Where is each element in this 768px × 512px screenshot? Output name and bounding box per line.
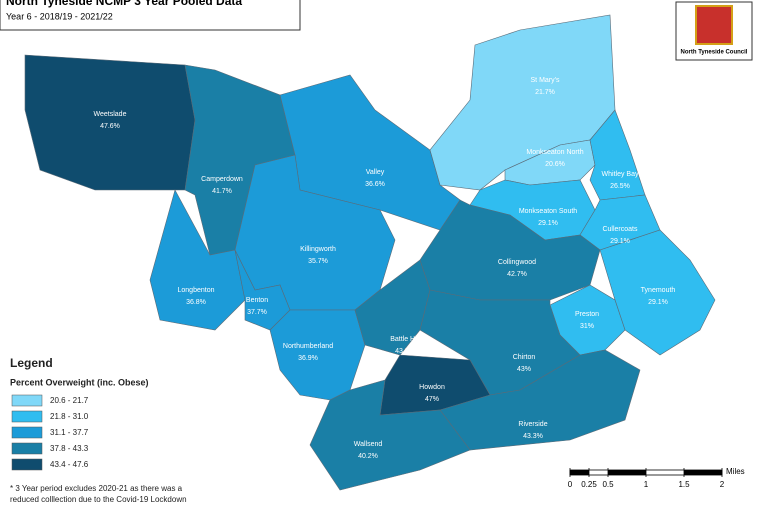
ward: [309, 379, 471, 491]
scale-bar-segment: [570, 470, 589, 475]
legend-label: 43.4 - 47.6: [50, 460, 89, 469]
ward-name: Northumberland: [283, 343, 333, 350]
ward-value: 37.7%: [247, 309, 267, 316]
ward-value: 31%: [580, 323, 594, 330]
legend-subtitle: Percent Overweight (inc. Obese): [10, 377, 149, 387]
ward-name: Cullercoats: [602, 226, 638, 233]
ward-name: Monkseaton South: [519, 208, 577, 215]
ward-name: Howdon: [419, 384, 445, 391]
scale-bar-segment: [608, 470, 646, 475]
ward-value: 42.7%: [507, 271, 527, 278]
scale-tick-label: 1.5: [678, 480, 690, 489]
legend-title: Legend: [10, 356, 53, 370]
title-box: [0, 0, 301, 31]
scale-unit: Miles: [726, 467, 745, 476]
subtitle: Year 6 - 2018/19 - 2021/22: [6, 11, 113, 21]
ward-labels: Weetslade 47.6% Camperdown 41.7% Valley 36.6%…: [94, 77, 676, 460]
ward-value: 43.3%: [523, 433, 543, 440]
footnote: * 3 Year period excludes 2020-21 as ther…: [10, 484, 183, 493]
ward-name: Monkseaton North: [526, 149, 583, 156]
scale-bar-segment: [684, 470, 722, 475]
logo-crest: [695, 5, 733, 45]
scale-tick-label: 2: [720, 480, 725, 489]
ward-name: Riverside: [518, 421, 547, 428]
ward-name: Killingworth: [300, 246, 336, 253]
scale-tick-label: 0.5: [602, 480, 614, 489]
ward-value: 29.1%: [538, 220, 558, 227]
ward-name: Weetslade: [94, 111, 127, 118]
ward-name: Longbenton: [178, 287, 215, 294]
scale-tick-label: 0.25: [581, 480, 597, 489]
ward-value: 41.7%: [212, 188, 232, 195]
ward-name: Battle Hill: [390, 336, 420, 343]
ward-name: Whitley Bay: [602, 171, 639, 178]
ward-value: 36.8%: [186, 299, 206, 306]
ward-value: 36.9%: [298, 355, 318, 362]
ward: [589, 109, 646, 201]
ward-name: Tynemouth: [641, 287, 676, 294]
ward-name: Valley: [366, 169, 385, 176]
ward-name: Chirton: [513, 354, 536, 361]
ward-value: 26.5%: [610, 183, 630, 190]
title: North Tyneside NCMP 3 Year Pooled Data: [6, 0, 242, 8]
ward-name: Camperdown: [201, 176, 243, 183]
ward-value: 43.3%: [395, 348, 415, 355]
logo-text: North Tyneside Council: [681, 50, 748, 56]
scale-tick-label: 0: [568, 480, 573, 489]
ward-value: 47%: [425, 396, 439, 403]
footnote: reduced colllection due to the Covid-19 …: [10, 495, 187, 504]
legend: 20.6 - 21.7 21.8 - 31.0 31.1 - 37.7 37.8 - …: [11, 394, 89, 471]
ward-name: Benton: [246, 297, 268, 304]
legend-label: 21.8 - 31.0: [50, 412, 89, 421]
ward-name: St Mary's: [531, 77, 560, 84]
legend-swatch: [11, 442, 43, 455]
legend-swatch: [11, 458, 43, 471]
legend-swatch: [11, 394, 43, 407]
wards: [24, 14, 716, 491]
ward-name: Collingwood: [498, 259, 536, 266]
ward-value: 21.7%: [535, 89, 555, 96]
ward-value: 29.1%: [610, 238, 630, 245]
legend-swatch: [11, 426, 43, 439]
ward: [149, 189, 246, 331]
ward-value: 36.6%: [365, 181, 385, 188]
scale-tick-label: 1: [644, 480, 649, 489]
legend-swatch: [11, 410, 43, 423]
ward-value: 35.7%: [308, 258, 328, 265]
ward-value: 43%: [517, 366, 531, 373]
ward-name: Wallsend: [354, 441, 383, 448]
legend-label: 31.1 - 37.7: [50, 428, 89, 437]
ward-value: 20.6%: [545, 161, 565, 168]
ward-value: 47.6%: [100, 123, 120, 130]
legend-label: 20.6 - 21.7: [50, 396, 89, 405]
ward-name: Preston: [575, 311, 599, 318]
ward-value: 40.2%: [358, 453, 378, 460]
ward-value: 29.1%: [648, 299, 668, 306]
legend-label: 37.8 - 43.3: [50, 444, 89, 453]
